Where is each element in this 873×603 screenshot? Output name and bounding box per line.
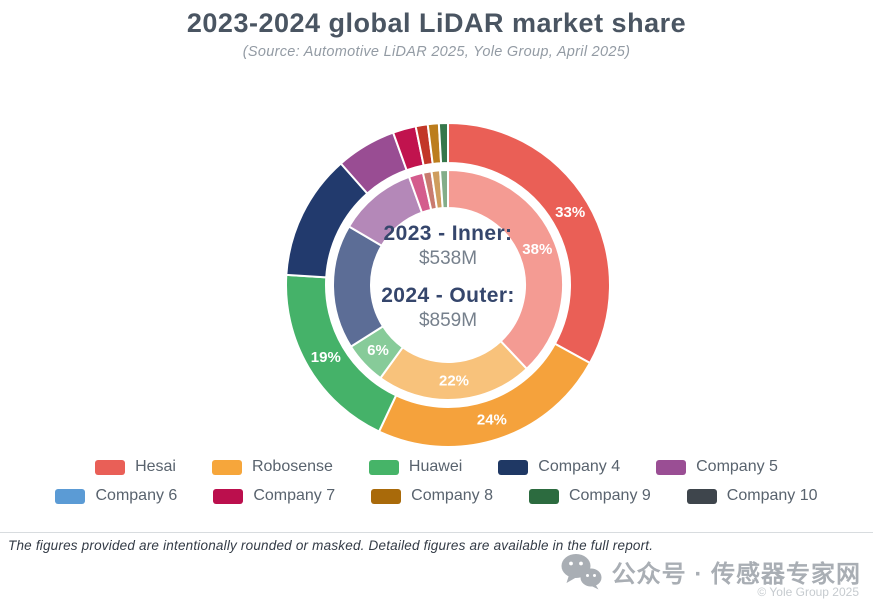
legend-item-huawei: Huawei <box>368 458 463 476</box>
legend-swatch <box>95 459 126 475</box>
legend-label: Company 5 <box>696 458 778 475</box>
slice-percent-label: 6% <box>367 342 389 359</box>
legend-item-robosense: Robosense <box>211 458 333 476</box>
legend-label: Company 10 <box>726 487 818 504</box>
watermark-text: 公众号 · 传感器专家网 <box>611 560 861 588</box>
legend-item-company-8: Company 8 <box>371 487 493 505</box>
legend-label: Company 6 <box>95 487 178 504</box>
center-label-2023: 2023 - Inner: <box>383 222 513 245</box>
legend-swatch <box>368 459 399 475</box>
legend-item-hesai: Hesai <box>95 458 176 476</box>
legend-item-company-6: Company 6 <box>55 487 177 505</box>
legend-label: Company 8 <box>411 487 493 504</box>
legend-swatch <box>686 488 717 504</box>
donut-chart-svg: 38% 22% 6% 33% 24% 19% <box>285 122 611 448</box>
legend-swatch <box>213 488 244 504</box>
slice-percent-label: 38% <box>522 241 552 258</box>
page-title: 2023-2024 global LiDAR market share <box>186 8 687 38</box>
slice-percent-label: 33% <box>555 204 585 221</box>
legend-swatch <box>528 488 559 504</box>
legend-item-company-5: Company 5 <box>656 458 778 476</box>
center-value-2024: $859M <box>418 310 478 331</box>
copyright-text: © Yole Group 2025 <box>757 585 859 599</box>
legend-swatch <box>656 459 687 475</box>
legend-item-company-9: Company 9 <box>528 487 651 505</box>
slice-2023-hesai <box>447 169 564 370</box>
legend-item-company-7: Company 7 <box>213 487 335 505</box>
legend-swatch <box>498 459 529 475</box>
chart-legend: Hesai Robosense Huawei Company 4 Company 5 Co… <box>22 458 852 505</box>
slice-percent-label: 22% <box>439 372 469 389</box>
legend-item-company-4: Company 4 <box>498 458 620 476</box>
center-value-2023: $538M <box>418 248 478 269</box>
donut-chart: 38% 22% 6% 33% 24% 19% <box>278 115 618 455</box>
chart-source-subtitle: (Source: Automotive LiDAR 2025, Yole Gro… <box>242 44 631 60</box>
slice-2023-robosense <box>379 340 528 401</box>
legend-label: Company 9 <box>568 487 651 504</box>
legend-label: Company 7 <box>253 487 336 504</box>
wechat-icon <box>561 554 602 590</box>
watermark: 公众号 · 传感器专家网 <box>560 552 861 590</box>
slice-2024-company-9 <box>437 122 449 165</box>
footnote-text: The figures provided are intentionally r… <box>8 538 654 553</box>
legend-label: Robosense <box>251 458 333 475</box>
center-label-2024: 2024 - Outer: <box>381 284 515 307</box>
legend-swatch <box>211 459 242 475</box>
legend-swatch <box>55 488 86 504</box>
legend-label: Company 4 <box>538 458 621 475</box>
legend-swatch <box>371 488 402 504</box>
slice-percent-label: 24% <box>477 412 507 429</box>
slice-percent-label: 19% <box>311 349 341 366</box>
legend-label: Hesai <box>135 458 176 475</box>
legend-label: Huawei <box>408 458 463 475</box>
legend-item-company-10: Company 10 <box>686 487 818 505</box>
slice-2023-company-9 <box>439 168 449 210</box>
footnote-bar: The figures provided are intentionally r… <box>0 532 873 553</box>
donut-center-text: 2023 - Inner: $538M 2024 - Outer: $859M <box>358 222 538 332</box>
